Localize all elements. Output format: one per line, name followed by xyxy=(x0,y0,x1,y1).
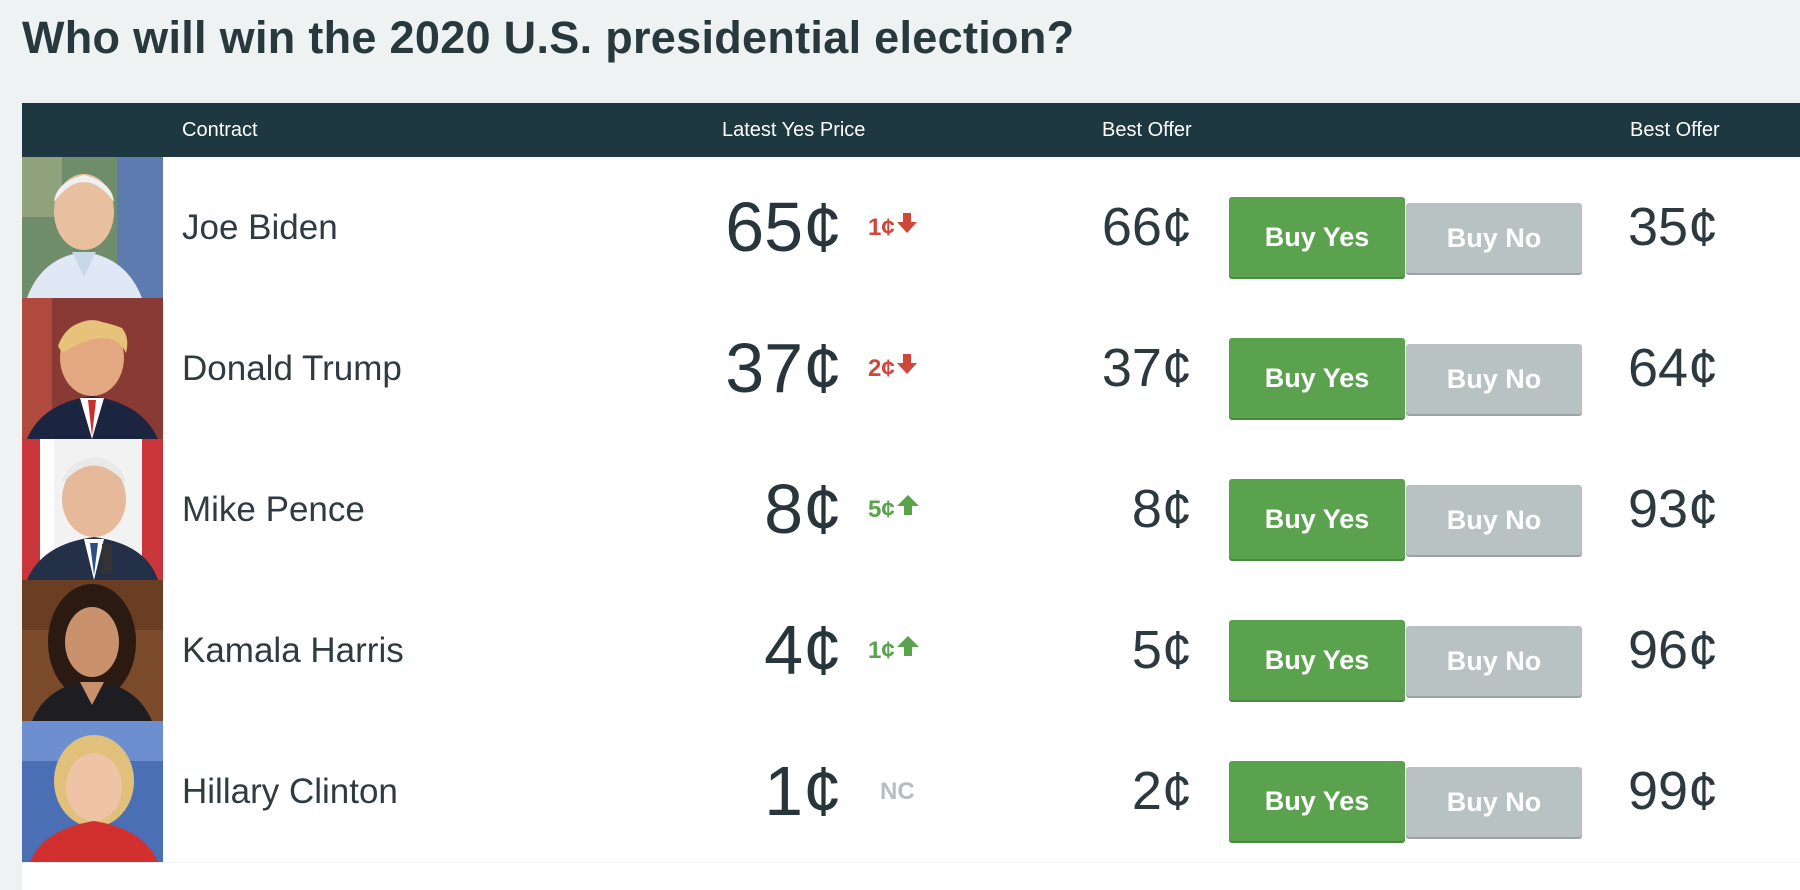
latest-yes-price: 8¢ xyxy=(764,470,842,548)
candidate-name[interactable]: Donald Trump xyxy=(182,349,402,388)
candidate-photo xyxy=(22,157,163,298)
arrow-up-icon xyxy=(896,579,919,720)
arrow-down-icon xyxy=(896,297,917,438)
page-title: Who will win the 2020 U.S. presidential … xyxy=(22,12,1075,63)
header-best-offer-yes: Best Offer xyxy=(1102,119,1192,141)
best-offer-yes: 66¢ xyxy=(1101,197,1192,257)
buy-yes-button[interactable]: Buy Yes xyxy=(1229,761,1405,841)
best-offer-no: 35¢ xyxy=(1628,197,1719,257)
price-change-value: 1¢ xyxy=(868,214,895,241)
table-row: Donald Trump 37¢ 2¢ 37¢ Buy Yes Buy No 6… xyxy=(22,298,1800,440)
best-offer-no: 96¢ xyxy=(1628,620,1719,680)
buy-yes-button[interactable]: Buy Yes xyxy=(1229,479,1405,559)
price-change: 5¢ xyxy=(868,439,919,580)
best-offer-yes: 5¢ xyxy=(1131,620,1192,680)
latest-yes-price: 37¢ xyxy=(725,329,842,407)
best-offer-yes: 2¢ xyxy=(1131,761,1192,821)
buy-yes-button[interactable]: Buy Yes xyxy=(1229,197,1405,277)
candidate-photo xyxy=(22,298,163,439)
candidate-name[interactable]: Kamala Harris xyxy=(182,631,404,670)
candidate-name[interactable]: Mike Pence xyxy=(182,490,365,529)
table-row: Joe Biden 65¢ 1¢ 66¢ Buy Yes Buy No 35¢ xyxy=(22,157,1800,299)
header-best-offer-no: Best Offer xyxy=(1630,119,1720,141)
best-offer-yes: 8¢ xyxy=(1131,479,1192,539)
buy-yes-button[interactable]: Buy Yes xyxy=(1229,620,1405,700)
buy-no-button[interactable]: Buy No xyxy=(1406,767,1582,837)
latest-yes-price: 65¢ xyxy=(725,188,842,266)
buy-yes-button[interactable]: Buy Yes xyxy=(1229,338,1405,418)
price-change-value: 2¢ xyxy=(868,355,895,382)
table-header: Contract Latest Yes Price Best Offer Bes… xyxy=(22,103,1800,157)
table-row: Hillary Clinton 1¢ NC 2¢ Buy Yes Buy No … xyxy=(22,721,1800,863)
table-row: Mike Pence 8¢ 5¢ 8¢ Buy Yes Buy No 93¢ xyxy=(22,439,1800,581)
candidate-photo xyxy=(22,721,163,862)
best-offer-no: 99¢ xyxy=(1628,761,1719,821)
buy-no-button[interactable]: Buy No xyxy=(1406,203,1582,273)
arrow-up-icon xyxy=(896,438,919,579)
best-offer-no: 93¢ xyxy=(1628,479,1719,539)
candidate-photo xyxy=(22,580,163,721)
arrow-down-icon xyxy=(896,156,917,297)
price-change: 1¢ xyxy=(868,157,917,298)
price-change: 2¢ xyxy=(868,298,917,439)
candidate-photo xyxy=(22,439,163,580)
price-change-value: 5¢ xyxy=(868,496,895,523)
candidate-name[interactable]: Hillary Clinton xyxy=(182,772,398,811)
latest-yes-price: 1¢ xyxy=(764,752,842,830)
best-offer-no: 64¢ xyxy=(1628,338,1719,398)
price-change-value: 1¢ xyxy=(868,637,895,664)
candidate-name[interactable]: Joe Biden xyxy=(182,208,338,247)
buy-no-button[interactable]: Buy No xyxy=(1406,485,1582,555)
best-offer-yes: 37¢ xyxy=(1101,338,1192,398)
buy-no-button[interactable]: Buy No xyxy=(1406,626,1582,696)
market-table: Contract Latest Yes Price Best Offer Bes… xyxy=(22,103,1800,890)
price-change-value: NC xyxy=(880,778,915,805)
table-row: Kamala Harris 4¢ 1¢ 5¢ Buy Yes Buy No 96… xyxy=(22,580,1800,722)
header-latest-yes-price: Latest Yes Price xyxy=(722,119,866,141)
header-contract: Contract xyxy=(182,119,258,141)
price-change: 1¢ xyxy=(868,580,919,721)
buy-no-button[interactable]: Buy No xyxy=(1406,344,1582,414)
latest-yes-price: 4¢ xyxy=(764,611,842,689)
price-change: NC xyxy=(880,721,915,862)
